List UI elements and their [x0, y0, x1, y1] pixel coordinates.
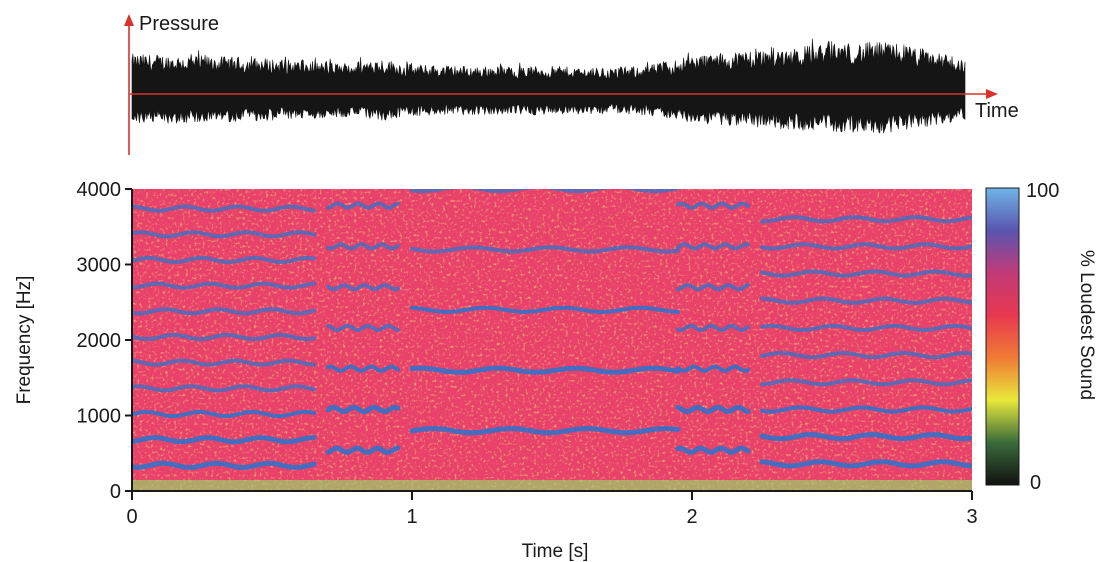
y-ticks: 0 1000 2000 3000 4000: [77, 179, 132, 503]
waveform-panel: Pressure Time: [124, 13, 1019, 155]
y-axis-title: Frequency [Hz]: [14, 276, 35, 405]
x-tick-label: 1: [406, 506, 417, 528]
harmonic-band: [675, 445, 751, 455]
harmonic-band: [326, 364, 400, 373]
colorbar-max-label: 100: [1026, 180, 1059, 202]
harmonic-band: [132, 358, 316, 367]
y-tick-label: 0: [110, 481, 121, 503]
harmonic-band: [759, 459, 972, 469]
harmonic-band: [759, 432, 972, 442]
colorbar-gradient: [985, 187, 1020, 486]
harmonic-band: [676, 201, 750, 210]
harmonic-band: [325, 445, 401, 455]
harmonic-band: [409, 365, 681, 375]
harmonic-band: [326, 323, 400, 333]
harmonic-band: [760, 405, 972, 414]
x-tick-label: 3: [966, 506, 977, 528]
harmonic-band: [760, 269, 972, 278]
harmonic-band: [676, 282, 750, 292]
harmonic-band: [410, 245, 680, 254]
harmonic-band: [326, 201, 400, 210]
y-tick-label: 3000: [77, 255, 122, 277]
harmonic-band: [132, 333, 316, 342]
harmonic-band: [132, 281, 316, 290]
harmonic-band: [760, 242, 972, 251]
harmonic-band: [760, 215, 972, 224]
time-axis-arrowhead: [986, 89, 998, 99]
harmonic-band: [676, 242, 750, 251]
y-tick-label: 2000: [77, 330, 122, 352]
harmonic-bands: [132, 189, 972, 470]
harmonic-band: [132, 434, 317, 445]
harmonic-band: [676, 364, 750, 373]
harmonic-band: [676, 323, 750, 333]
time-label: Time: [975, 100, 1019, 122]
colorbar: 100 0 % Loudest Sound: [985, 180, 1097, 494]
y-tick-label: 1000: [77, 406, 122, 428]
harmonic-band: [132, 255, 316, 265]
x-tick-label: 2: [686, 506, 697, 528]
harmonic-band: [132, 230, 316, 239]
waveform-trace: [131, 38, 966, 134]
harmonic-band: [760, 296, 972, 305]
spectrogram-panel: 0 1000 2000 3000 4000 0 1 2 3 Time [s] Frequenc…: [14, 179, 978, 562]
harmonic-band: [409, 425, 681, 436]
harmonic-band: [760, 323, 972, 333]
harmonic-band: [132, 409, 316, 419]
harmonic-band: [760, 378, 972, 387]
x-axis-title: Time [s]: [522, 541, 589, 562]
harmonic-band: [760, 350, 972, 360]
harmonic-band: [326, 283, 400, 292]
harmonic-band: [326, 242, 400, 251]
harmonic-band: [675, 404, 751, 415]
x-ticks: 0 1 2 3: [126, 491, 978, 528]
pressure-axis-arrowhead: [124, 14, 134, 26]
x-tick-label: 0: [126, 506, 137, 528]
harmonic-band: [325, 404, 401, 415]
harmonic-band: [132, 307, 316, 316]
colorbar-min-label: 0: [1030, 472, 1041, 494]
colorbar-title: % Loudest Sound: [1076, 250, 1097, 400]
harmonic-band: [132, 384, 316, 393]
pressure-label: Pressure: [139, 13, 219, 35]
y-tick-label: 4000: [77, 179, 122, 201]
harmonic-band: [132, 460, 317, 470]
harmonic-band: [132, 204, 316, 213]
low-frequency-noise-band: [132, 480, 972, 490]
harmonic-band: [410, 305, 680, 315]
